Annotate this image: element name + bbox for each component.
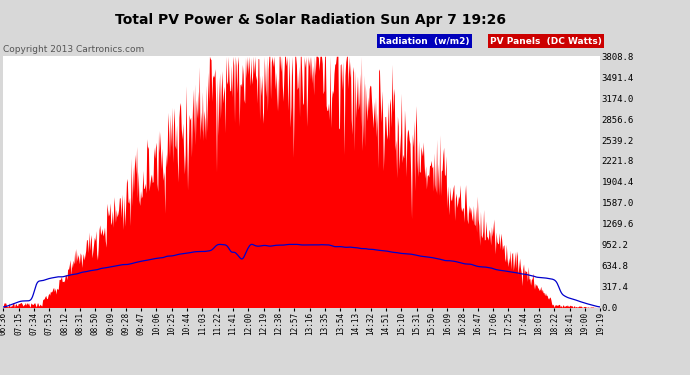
Text: Radiation  (w/m2): Radiation (w/m2) [380,37,470,46]
Text: Copyright 2013 Cartronics.com: Copyright 2013 Cartronics.com [3,45,145,54]
Text: PV Panels  (DC Watts): PV Panels (DC Watts) [490,37,602,46]
Text: Total PV Power & Solar Radiation Sun Apr 7 19:26: Total PV Power & Solar Radiation Sun Apr… [115,13,506,27]
